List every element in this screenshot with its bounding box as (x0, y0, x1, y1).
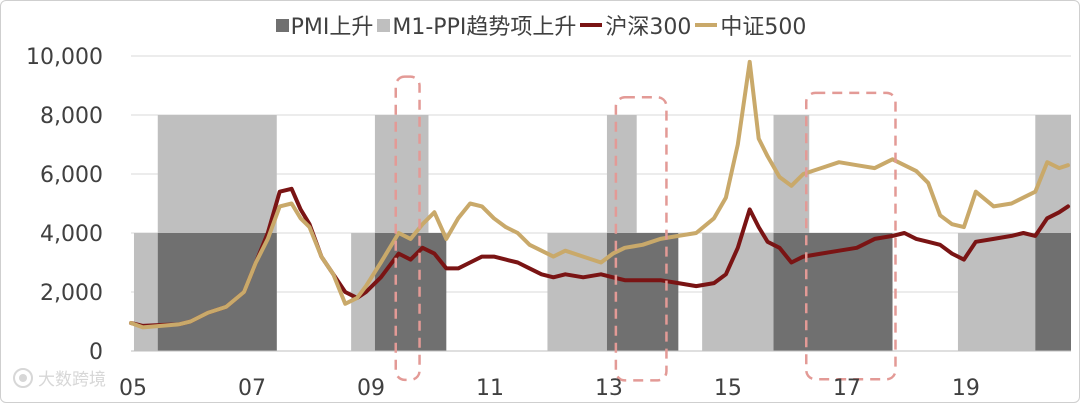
legend-label-m1ppi: M1-PPI趋势项上升 (392, 15, 577, 40)
legend-item-pmi: PMI上升 (275, 9, 374, 41)
x-tick-label-6: 17 (833, 376, 861, 401)
m1ppi-bar-6 (702, 233, 774, 351)
legend-label-hs300: 沪深300 (605, 15, 692, 40)
legend-swatch-m1ppi (377, 18, 391, 32)
chart-legend: PMI上升 M1-PPI趋势项上升 沪深300 中证500 (1, 9, 1079, 41)
legend-swatch-hs300 (580, 23, 603, 27)
watermark-logo-icon (13, 367, 33, 388)
watermark: 大数跨境 (13, 365, 106, 390)
y-tick-label-1: 2,000 (40, 281, 103, 306)
x-tick-label-0: 05 (119, 376, 147, 401)
legend-swatch-zz500 (695, 23, 718, 27)
x-tick-label-1: 07 (238, 376, 266, 401)
x-tick-label-7: 19 (952, 376, 980, 401)
y-tick-label-0: 0 (89, 340, 103, 365)
y-tick-label-5: 10,000 (26, 45, 103, 70)
legend-item-m1ppi: M1-PPI趋势项上升 (377, 9, 576, 41)
highlight-box-0 (394, 75, 421, 382)
series-line-hs300 (129, 186, 1070, 328)
legend-swatch-pmi (275, 18, 289, 32)
pmi-bar-4 (1035, 233, 1071, 351)
pmi-bar-0 (157, 233, 277, 351)
x-tick-label-3: 11 (476, 376, 504, 401)
m1ppi-bar-4 (547, 233, 607, 351)
series-line-zz500 (129, 59, 1070, 330)
x-tick-label-2: 09 (357, 376, 385, 401)
watermark-text: 大数跨境 (38, 370, 106, 390)
m1ppi-bar-0 (133, 233, 158, 351)
highlight-box-1 (614, 96, 668, 382)
legend-label-pmi: PMI上升 (290, 15, 374, 40)
highlight-box-2 (805, 91, 897, 381)
x-tick-label-5: 15 (714, 376, 742, 401)
legend-item-zz500: 中证500 (695, 9, 806, 41)
y-tick-label-2: 4,000 (40, 222, 103, 247)
x-tick-label-4: 13 (595, 376, 623, 401)
y-tick-label-4: 8,000 (40, 104, 103, 129)
pmi-bar-1 (374, 233, 447, 351)
legend-label-zz500: 中证500 (720, 15, 807, 40)
legend-item-hs300: 沪深300 (580, 9, 691, 41)
y-tick-label-3: 6,000 (40, 163, 103, 188)
